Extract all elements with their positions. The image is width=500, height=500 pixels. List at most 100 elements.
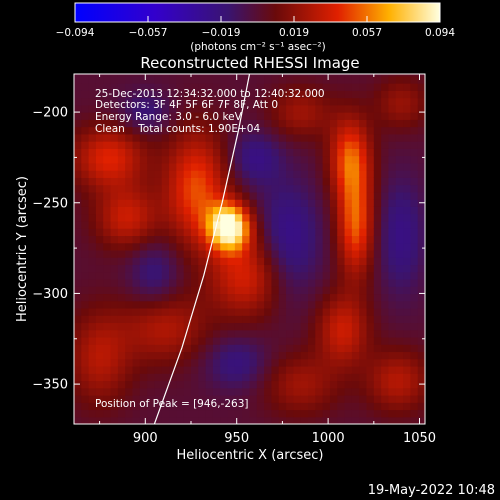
heatmap-cell: [198, 300, 207, 309]
heatmap-cell: [293, 307, 302, 316]
heatmap-cell: [388, 170, 397, 178]
heatmap-cell: [220, 97, 229, 106]
heatmap-cell: [308, 133, 316, 142]
heatmap-cell: [191, 104, 199, 113]
heatmap-cell: [388, 155, 397, 164]
heatmap-cell: [315, 213, 324, 222]
heatmap-cell: [154, 213, 163, 222]
heatmap-cell: [81, 90, 90, 99]
heatmap-cell: [147, 293, 156, 302]
heatmap-cell: [395, 373, 404, 382]
heatmap-cell: [329, 329, 338, 338]
heatmap-cell: [293, 242, 302, 251]
heatmap-cell: [264, 402, 273, 411]
heatmap-cell: [154, 112, 163, 120]
heatmap-cell: [161, 249, 170, 258]
heatmap-cell: [329, 133, 338, 142]
heatmap-cell: [388, 90, 397, 99]
heatmap-cell: [329, 97, 338, 106]
heatmap-cell: [110, 365, 119, 374]
heatmap-cell: [227, 184, 236, 193]
heatmap-cell: [308, 344, 316, 353]
heatmap-cell: [198, 162, 207, 171]
heatmap-cell: [337, 104, 346, 113]
heatmap-cell: [220, 300, 229, 309]
heatmap-cell: [278, 228, 287, 236]
heatmap-cell: [88, 307, 97, 316]
heatmap-cell: [403, 373, 411, 382]
heatmap-cell: [169, 104, 177, 113]
heatmap-cell: [154, 344, 163, 353]
heatmap-cell: [300, 416, 309, 424]
heatmap-cell: [242, 104, 251, 113]
heatmap-cell: [293, 402, 302, 411]
heatmap-cell: [388, 416, 397, 424]
heatmap-cell: [183, 112, 192, 120]
heatmap-cell: [88, 119, 97, 128]
heatmap-cell: [264, 170, 273, 178]
heatmap-cell: [191, 220, 199, 229]
heatmap-cell: [315, 271, 324, 280]
heatmap-cell: [286, 141, 294, 149]
heatmap-cell: [88, 133, 97, 142]
heatmap-cell: [242, 271, 251, 280]
heatmap-cell: [95, 141, 104, 149]
heatmap-cell: [147, 235, 156, 244]
heatmap-cell: [242, 293, 251, 302]
heatmap-cell: [191, 148, 199, 157]
heatmap-cell: [183, 394, 192, 403]
heatmap-cell: [344, 387, 353, 396]
heatmap-cell: [359, 177, 368, 186]
heatmap-cell: [198, 104, 207, 113]
heatmap-cell: [103, 75, 112, 84]
heatmap-cell: [147, 264, 156, 273]
heatmap-cell: [117, 278, 126, 287]
heatmap-cell: [220, 112, 229, 120]
heatmap-cell: [322, 213, 331, 222]
heatmap-cell: [242, 177, 251, 186]
heatmap-cell: [95, 213, 104, 222]
heatmap-cell: [110, 264, 119, 273]
heatmap-cell: [81, 162, 90, 171]
heatmap-cell: [410, 307, 419, 316]
heatmap-cell: [417, 373, 425, 382]
heatmap-cell: [103, 249, 112, 258]
heatmap-cell: [249, 177, 258, 186]
heatmap-cell: [337, 387, 346, 396]
heatmap-cell: [117, 126, 126, 135]
heatmap-cell: [337, 329, 346, 338]
heatmap-cell: [205, 162, 214, 171]
heatmap-cell: [220, 133, 229, 142]
heatmap-cell: [344, 97, 353, 106]
heatmap-cell: [329, 300, 338, 309]
heatmap-cell: [359, 162, 368, 171]
heatmap-cell: [271, 315, 280, 324]
heatmap-cell: [249, 141, 258, 149]
heatmap-cell: [139, 365, 148, 374]
heatmap-cell: [403, 365, 411, 374]
heatmap-cell: [103, 141, 112, 149]
heatmap-cell: [286, 199, 294, 207]
heatmap-cell: [388, 271, 397, 280]
heatmap-cell: [315, 293, 324, 302]
heatmap-cell: [242, 199, 251, 207]
heatmap-cell: [388, 336, 397, 345]
heatmap-cell: [417, 344, 425, 353]
heatmap-cell: [271, 257, 280, 266]
heatmap-cell: [256, 155, 265, 164]
heatmap-cell: [183, 257, 192, 266]
heatmap-cell: [95, 191, 104, 200]
heatmap-cell: [110, 75, 119, 84]
heatmap-cell: [329, 90, 338, 99]
heatmap-cell: [110, 170, 119, 178]
heatmap-cell: [286, 112, 294, 120]
heatmap-cell: [315, 278, 324, 287]
heatmap-cell: [191, 242, 199, 251]
heatmap-cell: [388, 220, 397, 229]
heatmap-cell: [300, 119, 309, 128]
heatmap-cell: [169, 83, 177, 91]
heatmap-cell: [154, 74, 163, 77]
heatmap-cell: [227, 365, 236, 374]
heatmap-cell: [264, 90, 273, 99]
heatmap-cell: [74, 141, 82, 149]
